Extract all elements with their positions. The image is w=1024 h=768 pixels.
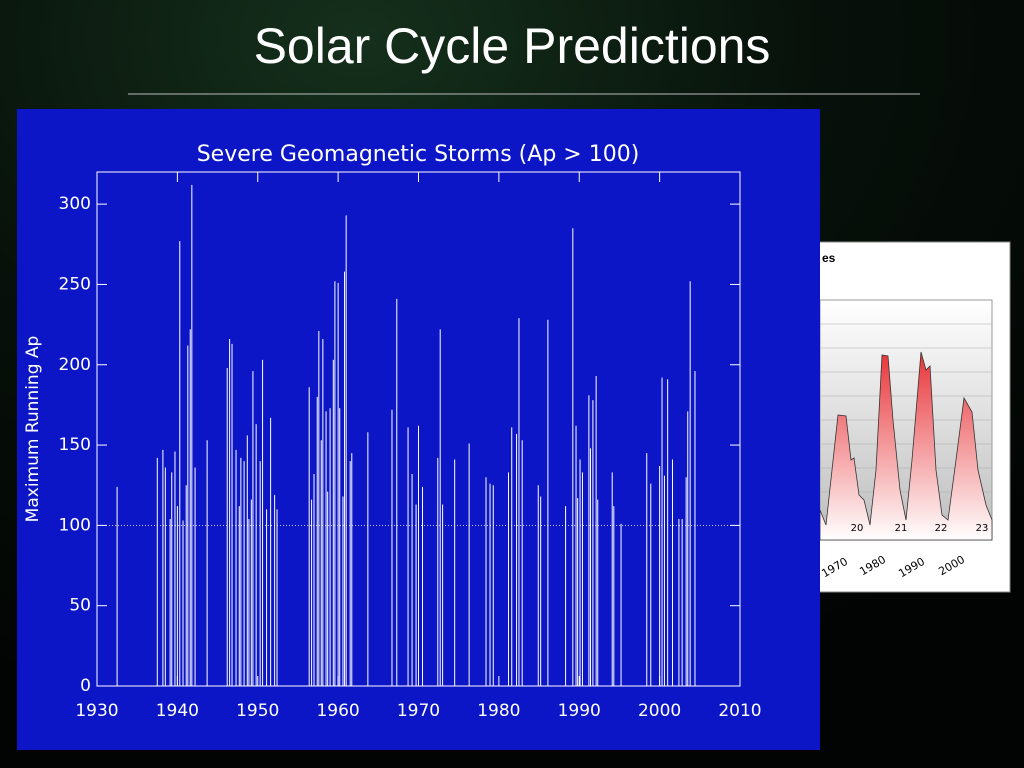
cycle-label: 22 (935, 523, 948, 534)
x-tick-label: 1930 (75, 701, 118, 721)
slide-title: Solar Cycle Predictions (254, 18, 771, 74)
cycle-label: 20 (851, 523, 864, 534)
x-tick-label: 1940 (156, 701, 199, 721)
figure-title: es (822, 251, 836, 265)
cycle-label: 23 (976, 523, 989, 534)
x-tick-label: 1960 (316, 701, 359, 721)
y-tick-label: 0 (80, 676, 91, 696)
x-tick-label: 1990 (558, 701, 601, 721)
y-tick-label: 300 (59, 194, 91, 214)
y-tick-label: 150 (59, 435, 91, 455)
y-tick-label: 50 (69, 596, 91, 616)
y-tick-label: 200 (59, 355, 91, 375)
cycle-label: 21 (895, 523, 908, 534)
x-tick-label: 1980 (477, 701, 520, 721)
y-axis-label: Maximum Running Ap (23, 336, 43, 523)
x-tick-label: 2010 (718, 701, 761, 721)
y-tick-label: 250 (59, 274, 91, 294)
chart-title: Severe Geomagnetic Storms (Ap > 100) (197, 142, 640, 167)
x-tick-label: 1950 (236, 701, 279, 721)
x-tick-label: 1970 (397, 701, 440, 721)
figure-area (819, 351, 993, 541)
x-tick-label: 2000 (638, 701, 681, 721)
y-tick-label: 100 (59, 515, 91, 535)
background-figure: es 20 21 22 23 1970 1980 1990 2000 (814, 241, 1011, 593)
storm-chart: Severe Geomagnetic Storms (Ap > 100) Max… (17, 109, 820, 750)
